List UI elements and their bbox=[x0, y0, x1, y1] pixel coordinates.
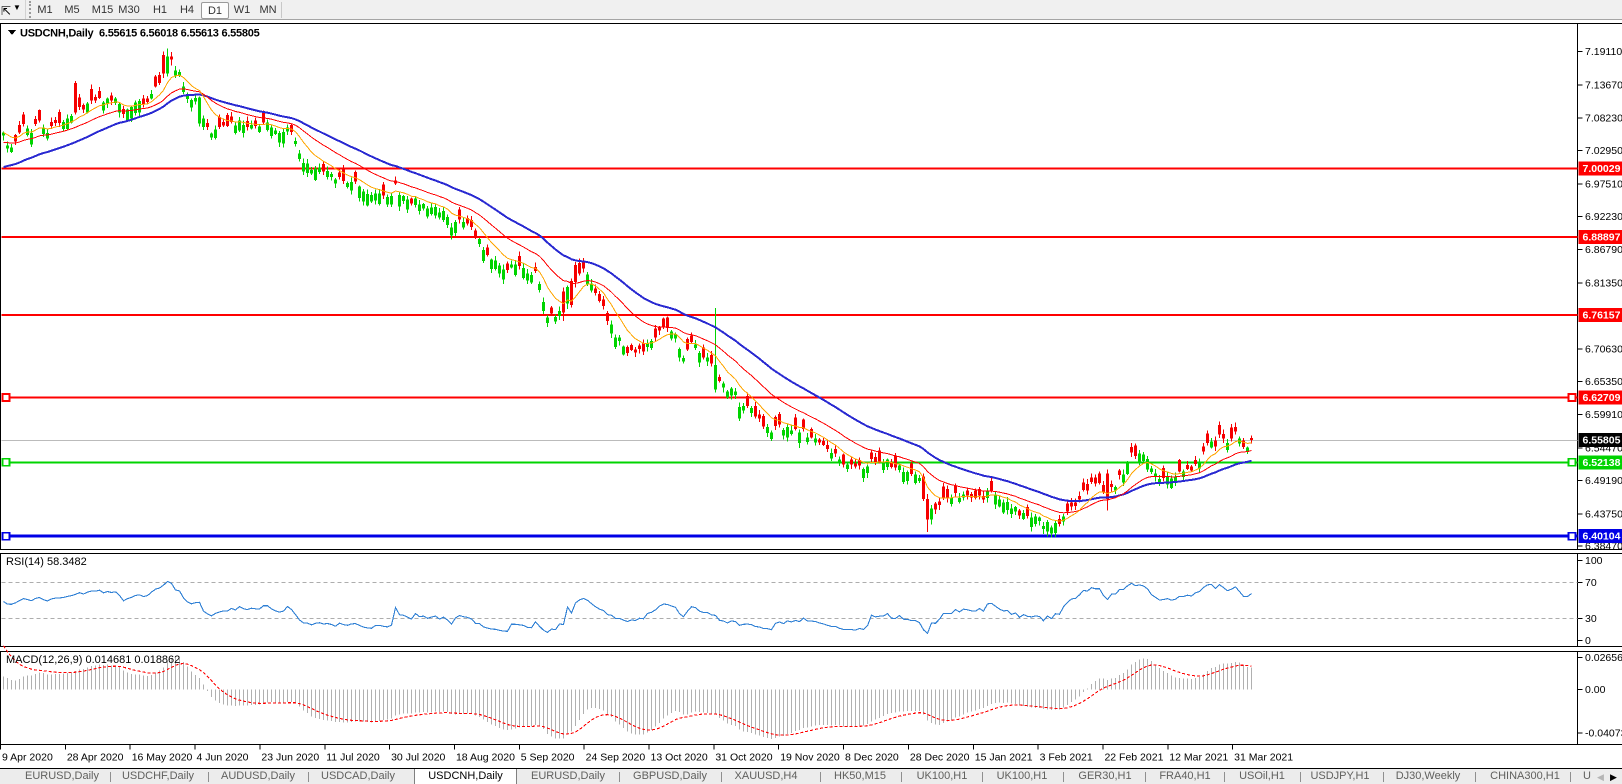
svg-text:4 Jun 2020: 4 Jun 2020 bbox=[197, 752, 249, 764]
svg-text:6.49190: 6.49190 bbox=[1585, 475, 1622, 487]
svg-text:7.19110: 7.19110 bbox=[1585, 46, 1622, 58]
svg-text:28 Dec 2020: 28 Dec 2020 bbox=[910, 752, 970, 764]
svg-text:0.00: 0.00 bbox=[1585, 684, 1606, 696]
svg-text:31 Oct 2020: 31 Oct 2020 bbox=[715, 752, 772, 764]
svg-text:6.62709: 6.62709 bbox=[1583, 392, 1621, 404]
svg-text:7.02950: 7.02950 bbox=[1585, 145, 1622, 157]
svg-text:100: 100 bbox=[1585, 555, 1603, 567]
svg-text:6.97510: 6.97510 bbox=[1585, 178, 1622, 190]
svg-text:6.86790: 6.86790 bbox=[1585, 244, 1622, 256]
svg-text:31 Mar 2021: 31 Mar 2021 bbox=[1234, 752, 1293, 764]
svg-text:RSI(14) 58.3482: RSI(14) 58.3482 bbox=[6, 556, 87, 568]
svg-text:0: 0 bbox=[1585, 635, 1591, 647]
svg-text:30 Jul 2020: 30 Jul 2020 bbox=[391, 752, 445, 764]
svg-text:23 Jun 2020: 23 Jun 2020 bbox=[261, 752, 319, 764]
svg-text:24 Sep 2020: 24 Sep 2020 bbox=[586, 752, 646, 764]
svg-text:70: 70 bbox=[1585, 577, 1597, 589]
svg-text:USDCNH,Daily 6.55615 6.56018: USDCNH,Daily 6.55615 6.56018 6.55613 6.5… bbox=[20, 28, 260, 40]
svg-text:7.00029: 7.00029 bbox=[1583, 163, 1621, 175]
svg-text:7.13670: 7.13670 bbox=[1585, 79, 1622, 91]
svg-text:8 Dec 2020: 8 Dec 2020 bbox=[845, 752, 899, 764]
svg-text:0.02656: 0.02656 bbox=[1585, 652, 1622, 664]
svg-text:6.81350: 6.81350 bbox=[1585, 278, 1622, 290]
svg-text:6.40104: 6.40104 bbox=[1583, 531, 1621, 543]
svg-text:6.88897: 6.88897 bbox=[1583, 231, 1621, 243]
svg-text:6.43750: 6.43750 bbox=[1585, 508, 1622, 520]
svg-text:6.92230: 6.92230 bbox=[1585, 211, 1622, 223]
svg-text:5 Sep 2020: 5 Sep 2020 bbox=[521, 752, 575, 764]
svg-text:6.76157: 6.76157 bbox=[1583, 309, 1621, 321]
svg-text:6.65350: 6.65350 bbox=[1585, 376, 1622, 388]
svg-text:18 Aug 2020: 18 Aug 2020 bbox=[456, 752, 515, 764]
svg-text:9 Apr 2020: 9 Apr 2020 bbox=[2, 752, 53, 764]
svg-text:6.55805: 6.55805 bbox=[1583, 434, 1621, 446]
svg-text:13 Oct 2020: 13 Oct 2020 bbox=[651, 752, 708, 764]
svg-text:16 May 2020: 16 May 2020 bbox=[132, 752, 193, 764]
svg-text:6.59910: 6.59910 bbox=[1585, 409, 1622, 421]
svg-text:19 Nov 2020: 19 Nov 2020 bbox=[780, 752, 840, 764]
svg-text:-0.040732: -0.040732 bbox=[1585, 728, 1622, 740]
svg-text:15 Jan 2021: 15 Jan 2021 bbox=[975, 752, 1033, 764]
svg-text:6.70630: 6.70630 bbox=[1585, 343, 1622, 355]
svg-text:7.08230: 7.08230 bbox=[1585, 113, 1622, 125]
svg-text:11 Jul 2020: 11 Jul 2020 bbox=[326, 752, 380, 764]
svg-text:12 Mar 2021: 12 Mar 2021 bbox=[1169, 752, 1228, 764]
svg-text:6.38470: 6.38470 bbox=[1585, 541, 1622, 553]
svg-text:MACD(12,26,9) 0.014681 0.01886: MACD(12,26,9) 0.014681 0.018862 bbox=[6, 654, 180, 666]
svg-text:6.52138: 6.52138 bbox=[1583, 457, 1621, 469]
svg-text:28 Apr 2020: 28 Apr 2020 bbox=[67, 752, 124, 764]
svg-text:3 Feb 2021: 3 Feb 2021 bbox=[1040, 752, 1093, 764]
svg-text:30: 30 bbox=[1585, 613, 1597, 625]
svg-text:22 Feb 2021: 22 Feb 2021 bbox=[1104, 752, 1163, 764]
